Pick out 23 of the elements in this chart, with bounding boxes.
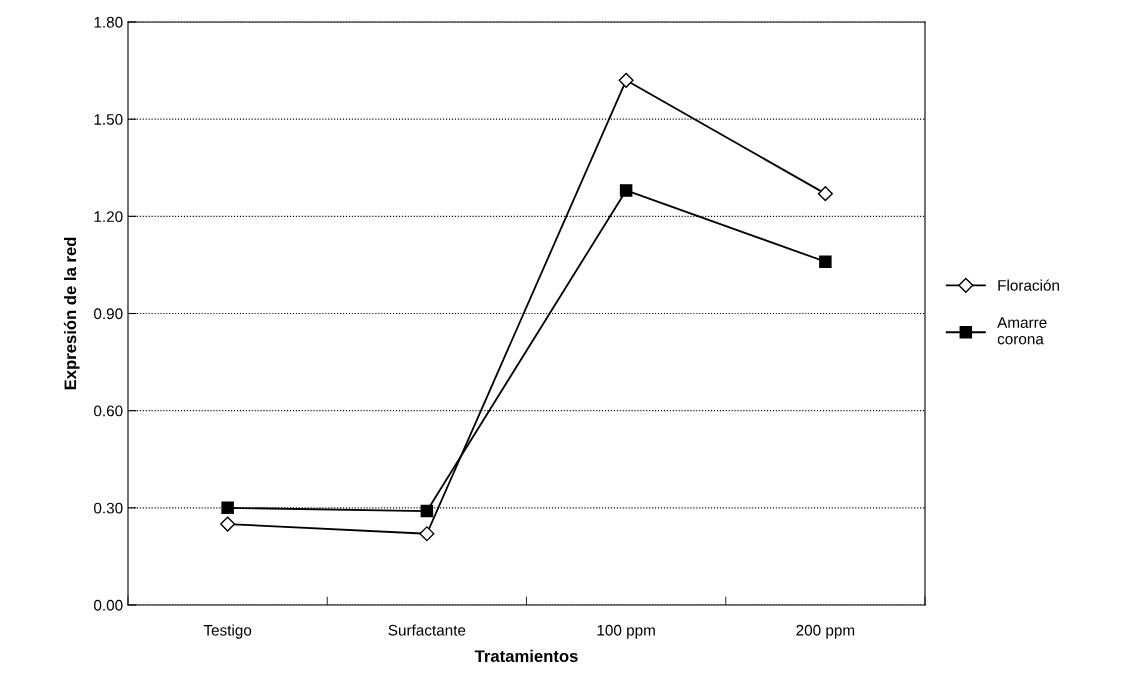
- point: [220, 516, 236, 532]
- x-tick-label: 200 ppm: [796, 624, 855, 639]
- x-axis-title: Tratamientos: [474, 649, 578, 663]
- y-tick-label: 0.00: [94, 599, 123, 611]
- y-tick-label: 1.20: [94, 211, 123, 223]
- point: [819, 255, 832, 268]
- x-tick-label: Testigo: [203, 624, 252, 639]
- y-tick-label: 1.80: [94, 16, 123, 28]
- point: [619, 184, 633, 197]
- point: [419, 526, 435, 542]
- point: [221, 501, 234, 515]
- legend-label: Floración: [998, 279, 1059, 291]
- y-tick-label: 0.60: [94, 405, 123, 417]
- legend-label: Amarre corona: [997, 317, 1047, 345]
- point: [420, 504, 434, 518]
- point: [817, 186, 833, 202]
- y-tick-label: 0.30: [94, 502, 123, 514]
- y-axis-title: Expresión de la red: [63, 237, 80, 390]
- x-tick-label: Surfactante: [388, 624, 466, 636]
- y-tick-label: 0.90: [94, 308, 123, 320]
- y-tick-label: 1.50: [94, 114, 123, 125]
- x-tick-label: 100 ppm: [597, 624, 655, 639]
- point: [618, 72, 634, 88]
